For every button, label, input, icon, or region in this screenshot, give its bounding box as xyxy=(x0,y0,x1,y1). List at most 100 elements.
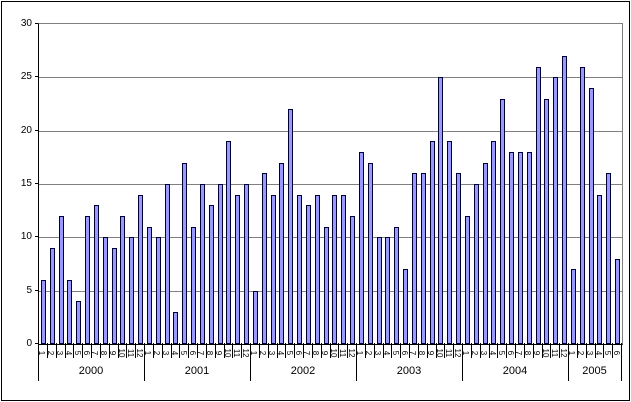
bar-2003-7 xyxy=(411,173,417,344)
x-axis-month-tick xyxy=(497,343,499,358)
x-axis-month-tick xyxy=(179,343,181,358)
x-axis-month-tick xyxy=(258,343,260,358)
x-axis-month-tick xyxy=(594,343,596,358)
x-axis-month-tick xyxy=(91,343,92,358)
x-axis-month-tick xyxy=(391,343,393,358)
y-axis-label-20: 20 xyxy=(20,124,32,136)
x-axis-month-tick xyxy=(373,343,375,358)
x-axis-month-tick xyxy=(232,343,234,358)
x-axis-year-label-2005: 2005 xyxy=(582,365,607,377)
x-axis-month-tick xyxy=(170,343,172,358)
bar-2000-4 xyxy=(67,280,73,344)
bar-2003-4 xyxy=(385,237,391,344)
x-axis-year-tick xyxy=(568,343,569,381)
x-axis-month-tick xyxy=(576,343,578,358)
bar-2004-7 xyxy=(517,152,523,344)
bar-2002-4 xyxy=(279,163,285,344)
x-axis-month-tick xyxy=(523,343,525,358)
x-axis-month-tick xyxy=(329,343,331,358)
x-axis-month-tick xyxy=(347,343,349,358)
gridline-15 xyxy=(39,184,622,185)
bar-2000-10 xyxy=(120,216,126,344)
bar-2004-12 xyxy=(562,56,568,344)
x-axis-month-tick xyxy=(311,343,313,358)
x-axis-month-tick xyxy=(559,343,561,358)
bar-2005-6 xyxy=(615,259,621,344)
y-axis-tick xyxy=(35,289,38,291)
bar-2005-3 xyxy=(588,88,594,344)
bar-2001-2 xyxy=(155,237,161,344)
bar-2003-9 xyxy=(429,141,435,344)
x-axis-year-tick xyxy=(250,343,251,381)
x-axis-month-tick xyxy=(241,343,243,358)
x-axis-month-tick xyxy=(303,343,304,358)
x-axis-year-label-2002: 2002 xyxy=(290,365,316,377)
bar-2003-6 xyxy=(403,269,409,344)
x-axis-month-tick xyxy=(82,343,84,358)
y-axis-tick xyxy=(35,76,38,78)
x-axis-year-tick xyxy=(38,343,39,381)
x-axis-month-tick xyxy=(64,343,66,358)
bar-2002-9 xyxy=(323,227,329,344)
bar-2000-2 xyxy=(49,248,55,344)
bar-2003-5 xyxy=(394,227,400,344)
y-axis-tick xyxy=(35,236,38,238)
bar-2002-2 xyxy=(261,173,267,344)
bar-2001-9 xyxy=(217,184,223,344)
x-axis-year-label-2003: 2003 xyxy=(396,365,422,377)
y-axis-label-0: 0 xyxy=(26,338,32,349)
bar-2004-9 xyxy=(535,67,541,344)
y-axis-tick xyxy=(35,183,38,184)
bar-2005-4 xyxy=(597,195,603,344)
y-axis-label-25: 25 xyxy=(20,71,32,83)
x-axis-month-tick xyxy=(267,343,269,358)
bar-2001-10 xyxy=(226,141,232,344)
bar-2001-6 xyxy=(191,227,197,344)
x-axis-month-tick xyxy=(506,343,508,358)
x-axis-month-tick xyxy=(515,343,516,358)
bar-2002-8 xyxy=(314,195,320,344)
x-axis-month-tick xyxy=(205,343,207,358)
bar-2003-11 xyxy=(447,141,453,344)
bar-2001-3 xyxy=(164,184,170,344)
bar-2004-10 xyxy=(544,99,550,344)
y-axis-tick xyxy=(35,129,38,131)
bar-2005-5 xyxy=(606,173,612,344)
bar-2000-11 xyxy=(129,237,135,344)
bar-2005-1 xyxy=(570,269,576,344)
x-axis-month-tick xyxy=(197,343,198,358)
bar-2002-12 xyxy=(350,216,356,344)
bar-2003-10 xyxy=(438,77,444,344)
bar-2000-1 xyxy=(40,280,46,344)
x-axis-month-tick xyxy=(294,343,296,358)
bar-2002-1 xyxy=(252,291,258,344)
x-axis-month-tick xyxy=(479,343,481,358)
bar-2004-8 xyxy=(526,152,532,344)
x-axis-year-label-2001: 2001 xyxy=(184,365,210,377)
bar-2000-12 xyxy=(138,195,144,344)
gridline-20 xyxy=(39,130,622,132)
bar-2000-5 xyxy=(76,301,82,344)
x-axis-month-tick xyxy=(276,343,278,358)
bar-2002-5 xyxy=(288,109,294,344)
x-axis-year-label-2000: 2000 xyxy=(78,365,104,377)
bar-2001-1 xyxy=(146,227,152,344)
x-axis-month-tick xyxy=(382,343,384,358)
bar-2004-11 xyxy=(553,77,559,344)
x-axis-year-label-2004: 2004 xyxy=(502,365,528,377)
bar-2000-6 xyxy=(85,216,91,344)
bar-2002-6 xyxy=(297,195,303,344)
x-axis-year-tick xyxy=(144,343,145,381)
bar-2000-9 xyxy=(111,248,117,344)
bar-2001-12 xyxy=(244,184,250,344)
x-axis-year-tick xyxy=(356,343,357,381)
x-axis-month-tick xyxy=(126,343,128,358)
gridline-25 xyxy=(39,77,622,79)
x-axis-month-tick xyxy=(470,343,472,358)
x-axis-month-tick xyxy=(108,343,110,358)
x-axis-year-tick xyxy=(621,343,622,381)
bar-2000-3 xyxy=(58,216,64,344)
x-axis-month-tick xyxy=(400,343,402,358)
